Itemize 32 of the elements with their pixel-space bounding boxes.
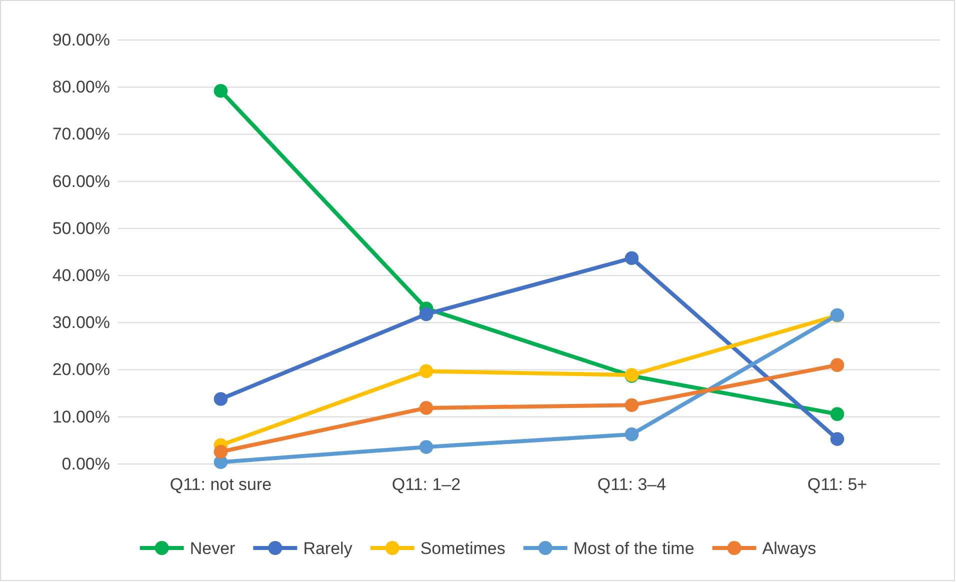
y-tick-label: 20.00% bbox=[52, 360, 110, 380]
point bbox=[419, 401, 434, 415]
y-tick-label: 90.00% bbox=[52, 30, 110, 50]
y-tick-label: 0.00% bbox=[62, 454, 110, 474]
legend-label: Never bbox=[190, 538, 236, 558]
point bbox=[624, 251, 639, 266]
y-tick-label: 40.00% bbox=[52, 266, 110, 285]
point bbox=[624, 427, 639, 442]
point bbox=[830, 358, 844, 372]
point bbox=[214, 84, 228, 98]
point bbox=[830, 432, 844, 446]
y-tick-label: 50.00% bbox=[52, 218, 110, 238]
x-tick-label: Q11: 5+ bbox=[807, 475, 868, 494]
y-tick-label: 10.00% bbox=[52, 407, 110, 426]
point bbox=[214, 392, 228, 406]
point bbox=[214, 444, 228, 459]
legend-label: Always bbox=[762, 538, 816, 558]
point bbox=[419, 307, 434, 322]
point bbox=[419, 364, 434, 378]
x-tick-label: Q11: not sure bbox=[170, 475, 272, 494]
point bbox=[419, 440, 434, 454]
legend-label: Most of the time bbox=[573, 538, 694, 558]
y-tick-label: 70.00% bbox=[52, 124, 110, 144]
y-tick-label: 80.00% bbox=[52, 78, 110, 97]
point bbox=[624, 398, 639, 412]
legend-label: Sometimes bbox=[420, 538, 506, 558]
y-tick-label: 30.00% bbox=[52, 313, 110, 332]
y-tick-label: 60.00% bbox=[52, 172, 110, 191]
legend-label: Rarely bbox=[303, 538, 353, 558]
point bbox=[830, 407, 844, 421]
x-tick-label: Q11: 3–4 bbox=[597, 475, 666, 494]
x-tick-label: Q11: 1–2 bbox=[392, 475, 461, 494]
